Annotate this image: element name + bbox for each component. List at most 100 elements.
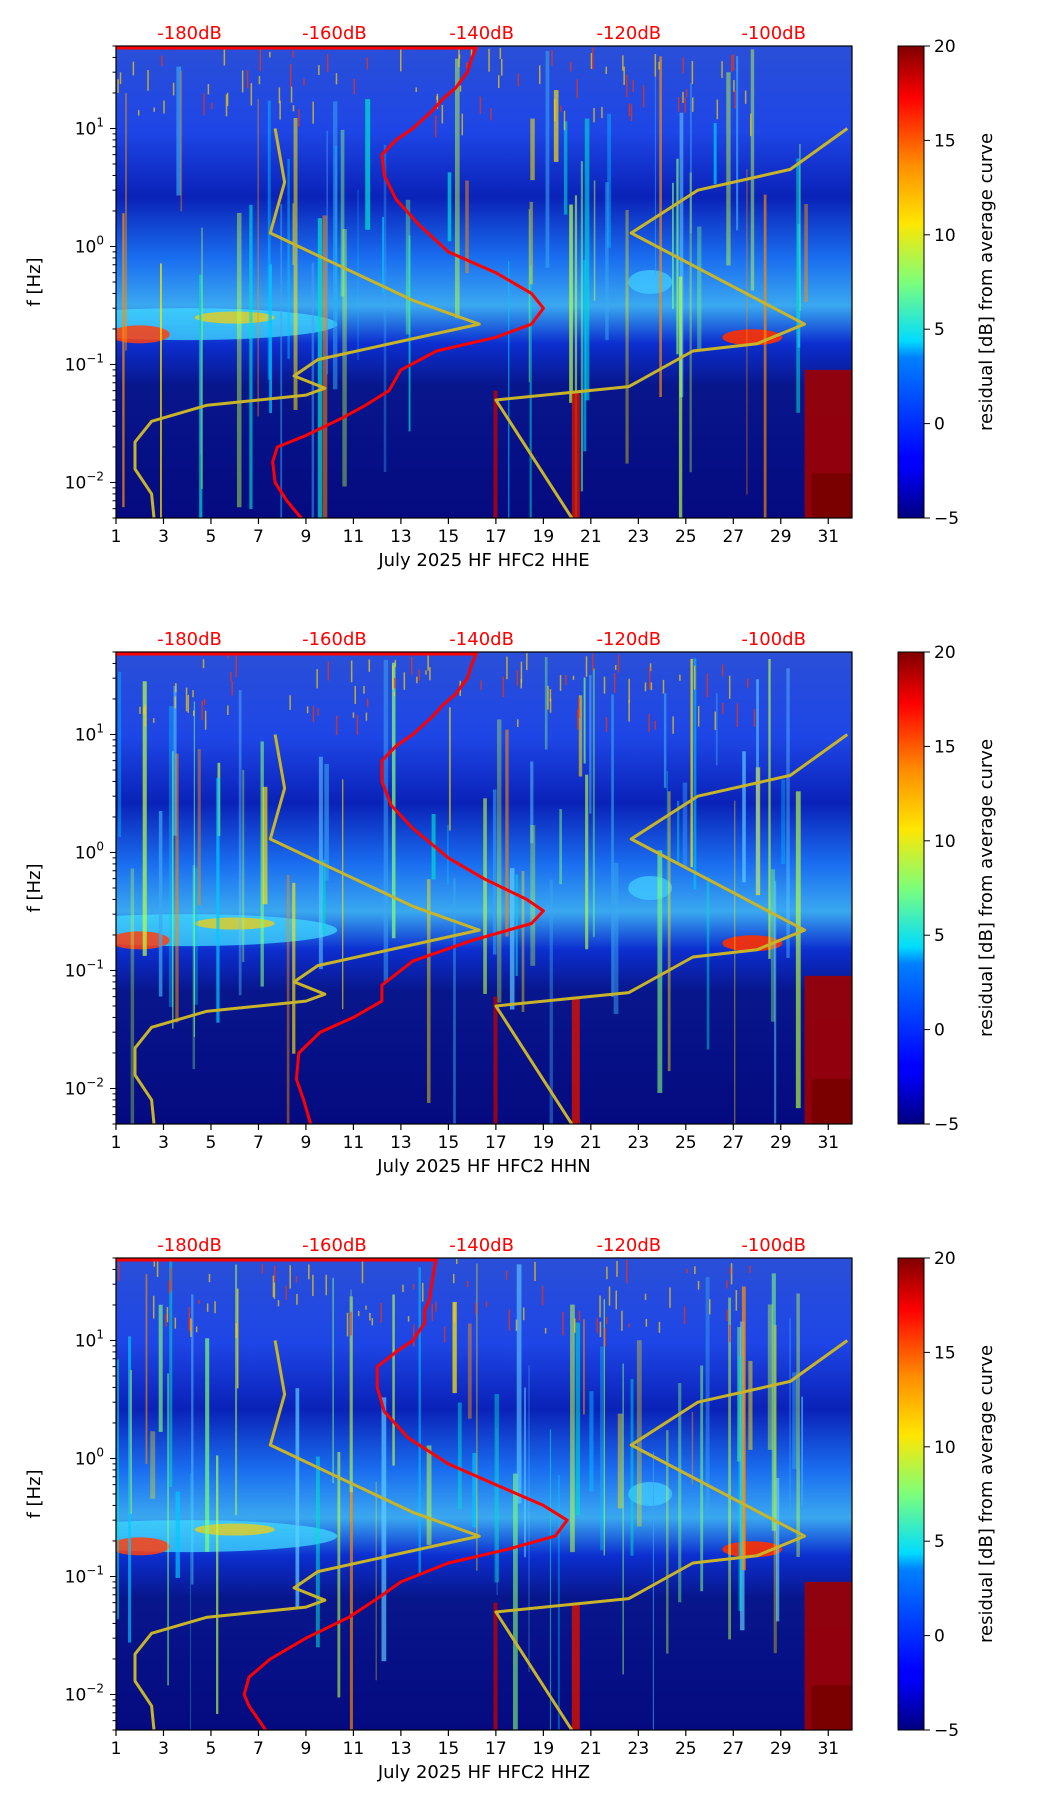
heatmap-stripe bbox=[690, 658, 693, 868]
y-tick-label: 100 bbox=[75, 233, 104, 257]
heatmap-noise bbox=[654, 54, 657, 77]
y-tick-label: 10−2 bbox=[65, 469, 104, 493]
heatmap-stripe bbox=[682, 782, 688, 867]
top-db-label: -160dB bbox=[302, 23, 367, 44]
heatmap-stripe bbox=[528, 1365, 530, 1673]
heatmap-stripe bbox=[383, 144, 387, 473]
heatmap-noise bbox=[628, 1323, 630, 1328]
heatmap-stripe bbox=[557, 1475, 560, 1730]
heatmap-stripe bbox=[158, 810, 163, 997]
heatmap-blob bbox=[116, 325, 170, 344]
heatmap-background bbox=[116, 46, 852, 518]
heatmap-stripe bbox=[391, 662, 396, 939]
heatmap-noise bbox=[488, 48, 490, 72]
heatmap-stripe bbox=[326, 130, 328, 375]
heatmap-stripe bbox=[128, 1336, 132, 1643]
colorbar-tick-label: 5 bbox=[934, 926, 945, 946]
spectrogram bbox=[116, 46, 852, 518]
heatmap-stripe bbox=[789, 1317, 791, 1518]
heatmap-stripe bbox=[321, 859, 326, 935]
heatmap-stripe bbox=[293, 117, 298, 410]
heatmap-noise bbox=[273, 1265, 276, 1282]
x-tick-label: 11 bbox=[343, 1739, 365, 1759]
heatmap-stripe bbox=[122, 213, 125, 508]
heatmap-stripe bbox=[713, 122, 717, 185]
heatmap-noise bbox=[326, 54, 329, 72]
heatmap-stripe bbox=[189, 1473, 191, 1730]
heatmap-stripe bbox=[622, 1363, 624, 1675]
top-db-label: -140dB bbox=[449, 23, 514, 44]
heatmap-noise bbox=[596, 1317, 598, 1333]
heatmap-noise bbox=[172, 82, 175, 96]
heatmap-blob bbox=[722, 1541, 783, 1558]
heatmap-stripe bbox=[796, 1293, 800, 1557]
heatmap-stripe bbox=[446, 824, 449, 885]
heatmap-blob bbox=[194, 311, 275, 324]
heatmap-stripe bbox=[238, 690, 242, 996]
heatmap-stripe bbox=[792, 1372, 797, 1470]
y-tick-label: 10−2 bbox=[65, 1075, 104, 1099]
heatmap-noise bbox=[223, 46, 226, 66]
colorbar-tick-label: 15 bbox=[934, 1343, 956, 1363]
heatmap-noise bbox=[753, 708, 756, 727]
heatmap-stripe bbox=[569, 204, 573, 403]
heatmap-noise bbox=[290, 86, 293, 103]
colorbar-tick-label: 20 bbox=[934, 643, 956, 663]
x-tick-label: 27 bbox=[722, 527, 744, 547]
heatmap-noise bbox=[576, 709, 579, 730]
heatmap-stripe bbox=[508, 260, 510, 518]
y-tick-label: 100 bbox=[75, 839, 104, 863]
heatmap-stripe bbox=[804, 204, 808, 302]
heatmap-stripe bbox=[176, 66, 182, 196]
heatmap-noise bbox=[470, 47, 473, 59]
heatmap-noise bbox=[208, 1273, 211, 1283]
heatmap-stripe bbox=[529, 201, 533, 285]
heatmap-stripe bbox=[697, 226, 702, 351]
colorbar-tick-label: 20 bbox=[934, 1249, 956, 1269]
heatmap-noise bbox=[317, 708, 319, 716]
colorbar-tick-label: 10 bbox=[934, 226, 956, 246]
heatmap-stripe bbox=[636, 1340, 642, 1527]
heatmap-noise bbox=[356, 714, 359, 735]
heatmap-noise bbox=[198, 1299, 200, 1305]
heatmap-noise bbox=[295, 1276, 298, 1283]
heatmap-noise bbox=[231, 681, 233, 696]
y-tick-label: 10−2 bbox=[65, 1681, 104, 1705]
colorbar-tick-label: 0 bbox=[934, 1627, 945, 1647]
heatmap-noise bbox=[400, 48, 402, 72]
heatmap-noise bbox=[143, 707, 145, 715]
heatmap-stripe bbox=[292, 882, 296, 1054]
heatmap-noise bbox=[746, 678, 749, 688]
heatmap-stripe bbox=[193, 867, 198, 1005]
heatmap-stripe bbox=[589, 675, 592, 814]
heatmap-stripe bbox=[509, 868, 515, 1010]
heatmap-noise bbox=[403, 672, 406, 690]
x-tick-label: 27 bbox=[722, 1739, 744, 1759]
heatmap-noise bbox=[241, 70, 244, 93]
y-axis-label: f [Hz] bbox=[24, 1469, 45, 1518]
heatmap-noise bbox=[235, 654, 237, 677]
heatmap-noise bbox=[749, 1265, 751, 1273]
heatmap-noise bbox=[729, 1324, 731, 1343]
heatmap-band bbox=[571, 1602, 580, 1730]
heatmap-noise bbox=[227, 705, 229, 715]
colorbar bbox=[897, 1257, 925, 1731]
heatmap-noise bbox=[352, 712, 355, 718]
heatmap-stripe bbox=[768, 658, 771, 959]
y-tick-label: 10−1 bbox=[65, 351, 104, 375]
heatmap-noise bbox=[658, 1321, 661, 1333]
heatmap-noise bbox=[726, 1309, 729, 1322]
heatmap-noise bbox=[648, 667, 651, 690]
heatmap-noise bbox=[485, 1301, 488, 1308]
x-axis-label: July 2025 HF HFC2 HHZ bbox=[377, 1762, 590, 1783]
heatmap-stripe bbox=[667, 791, 671, 1072]
heatmap-noise bbox=[350, 660, 353, 683]
heatmap-noise bbox=[292, 50, 294, 58]
colorbar-tick-label: 5 bbox=[934, 1532, 945, 1552]
heatmap-stripe bbox=[666, 770, 668, 909]
colorbar-tick-label: 0 bbox=[934, 1021, 945, 1041]
heatmap-noise bbox=[549, 689, 552, 702]
x-tick-label: 23 bbox=[628, 527, 650, 547]
heatmap-noise bbox=[415, 87, 417, 92]
heatmap-stripe bbox=[158, 1304, 163, 1432]
